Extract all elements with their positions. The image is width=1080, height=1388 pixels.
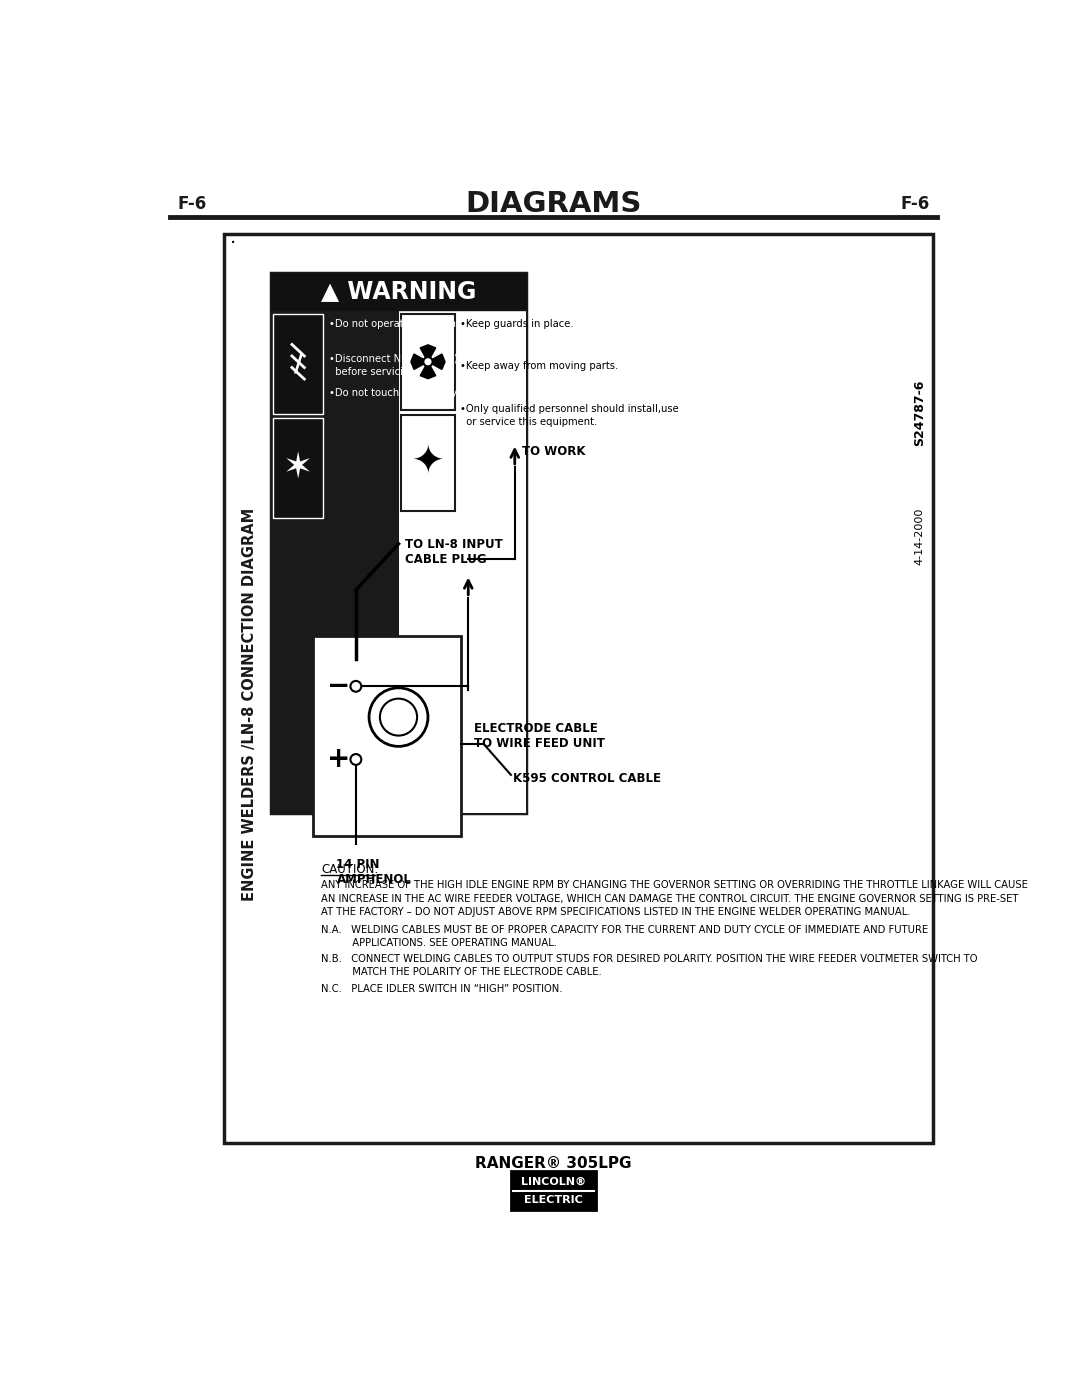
Text: LINCOLN®: LINCOLN® [521,1177,586,1187]
Text: TO LN-8 INPUT
CABLE PLUG: TO LN-8 INPUT CABLE PLUG [405,537,502,565]
Text: •Keep guards in place.: •Keep guards in place. [460,319,575,329]
Text: 4-14-2000: 4-14-2000 [915,508,924,565]
Text: CAUTION:: CAUTION: [321,863,378,876]
Text: −: − [327,672,350,701]
Text: DIAGRAMS: DIAGRAMS [465,190,642,218]
Text: ELECTRODE CABLE
TO WIRE FEED UNIT: ELECTRODE CABLE TO WIRE FEED UNIT [474,722,605,751]
Text: RANGER® 305LPG: RANGER® 305LPG [475,1156,632,1171]
Text: ✦: ✦ [411,444,444,482]
Circle shape [350,754,362,765]
Polygon shape [420,362,435,379]
Circle shape [380,698,417,736]
Polygon shape [420,344,435,362]
Text: •Keep away from moving parts.: •Keep away from moving parts. [460,361,619,372]
Bar [271,273,526,310]
Bar [401,415,455,511]
Text: •Do not operate with panels open.: •Do not operate with panels open. [328,319,501,329]
Polygon shape [410,354,428,369]
Text: +: + [327,745,351,773]
Text: N.A.   WELDING CABLES MUST BE OF PROPER CAPACITY FOR THE CURRENT AND DUTY CYCLE : N.A. WELDING CABLES MUST BE OF PROPER CA… [321,924,928,948]
Circle shape [350,682,362,691]
Text: F-6: F-6 [900,194,930,212]
Text: N.B.   CONNECT WELDING CABLES TO OUTPUT STUDS FOR DESIRED POLARITY. POSITION THE: N.B. CONNECT WELDING CABLES TO OUTPUT ST… [321,955,977,977]
Polygon shape [428,354,445,369]
Text: ✶: ✶ [283,451,313,486]
Text: TO WORK: TO WORK [523,446,586,458]
Bar [511,1171,596,1210]
Text: ·: · [230,235,237,253]
Bar [313,636,460,837]
Bar [271,273,526,813]
Text: ENGINE WELDERS /LN-8 CONNECTION DIAGRAM: ENGINE WELDERS /LN-8 CONNECTION DIAGRAM [242,508,257,901]
Bar [273,314,323,414]
Text: S24787-6: S24787-6 [913,380,926,446]
Circle shape [423,357,433,366]
Circle shape [369,688,428,747]
Bar [399,310,526,813]
Bar [401,314,455,409]
Bar [225,235,933,1142]
Text: •Disconnect NEGATIVE (-) Battery lead
  before servicing.: •Disconnect NEGATIVE (-) Battery lead be… [328,354,522,378]
Text: N.C.   PLACE IDLER SWITCH IN “HIGH” POSITION.: N.C. PLACE IDLER SWITCH IN “HIGH” POSITI… [321,984,563,994]
Bar [271,310,399,813]
Text: /: / [294,351,302,376]
Text: 14 PIN
AMPHENOL: 14 PIN AMPHENOL [337,858,411,886]
Text: ▲ WARNING: ▲ WARNING [321,279,476,304]
Text: •Only qualified personnel should install,use
  or service this equipment.: •Only qualified personnel should install… [460,404,679,428]
Text: •Do not touch electrically live parts.: •Do not touch electrically live parts. [328,389,510,398]
Text: F-6: F-6 [177,194,207,212]
Text: ANY INCREASE OF THE HIGH IDLE ENGINE RPM BY CHANGING THE GOVERNOR SETTING OR OVE: ANY INCREASE OF THE HIGH IDLE ENGINE RPM… [321,880,1028,916]
Text: ELECTRIC: ELECTRIC [524,1195,583,1205]
Bar [273,418,323,519]
Text: K595 CONTROL CABLE: K595 CONTROL CABLE [513,772,661,786]
